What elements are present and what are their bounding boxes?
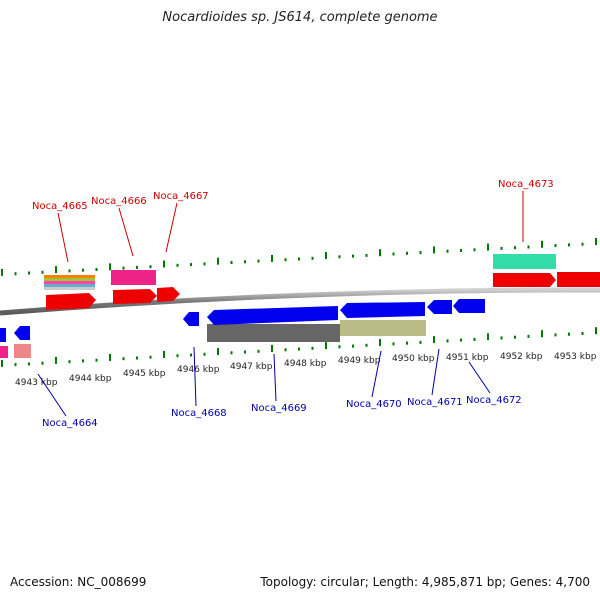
feature-pink-left (0, 346, 8, 358)
feature-stack-stripe (44, 281, 95, 284)
scale-label: 4944 kbp (69, 374, 112, 384)
feature-khaki (340, 320, 426, 336)
feature-stack-stripe (44, 275, 95, 278)
accession-label: Accession: NC_008699 (10, 575, 147, 589)
gene-arrow-noca-4672[interactable] (453, 299, 485, 313)
callout-line (468, 361, 491, 394)
scale-labels: 4943 kbp 4944 kbp 4945 kbp 4946 kbp 4947 kbp… (15, 352, 597, 388)
gene-label-reverse[interactable]: Noca_4670 (346, 399, 402, 410)
gene-label-reverse[interactable]: Noca_4672 (466, 395, 522, 406)
gene-label-reverse[interactable]: Noca_4664 (42, 418, 98, 429)
gene-arrow-left-edge[interactable] (0, 328, 6, 342)
gene-label-forward[interactable]: Noca_4665 (32, 201, 88, 212)
scale-label: 4953 kbp (554, 352, 597, 362)
gene-label-reverse[interactable]: Noca_4671 (407, 397, 463, 408)
gene-label-forward[interactable]: Noca_4673 (498, 179, 554, 190)
feature-pink (111, 270, 156, 285)
scale-label: 4943 kbp (15, 378, 58, 388)
gene-callouts: Noca_4665 Noca_4666 Noca_4667 Noca_4673 Noca… (32, 179, 554, 429)
scale-label: 4952 kbp (500, 352, 543, 362)
feature-stack-stripe (44, 284, 95, 287)
callout-line (431, 348, 440, 396)
gene-arrow-noca-4670[interactable] (340, 302, 425, 318)
gene-arrow-noca-4673[interactable] (493, 273, 556, 287)
reverse-features (0, 299, 485, 358)
genome-summary: Topology: circular; Length: 4,985,871 bp… (260, 575, 590, 589)
inner-tick-ring (1, 327, 597, 367)
feature-stack-stripe (44, 287, 95, 290)
gene-label-reverse[interactable]: Noca_4669 (251, 403, 307, 414)
feature-stack-stripe (44, 278, 95, 281)
scale-label: 4949 kbp (338, 356, 381, 366)
callout-line (57, 212, 69, 263)
gene-arrow-noca-4664[interactable] (14, 326, 30, 340)
feature-dark-gray (207, 324, 340, 342)
gene-arrow-noca-4667[interactable] (157, 287, 180, 302)
gene-label-forward[interactable]: Noca_4667 (153, 191, 209, 202)
gene-arrow-noca-4669[interactable] (207, 306, 338, 325)
scale-label: 4951 kbp (446, 353, 489, 363)
gene-label-forward[interactable]: Noca_4666 (91, 196, 147, 207)
feature-salmon-left (14, 344, 31, 358)
scale-label: 4945 kbp (123, 369, 166, 379)
gene-arrow-noca-4665[interactable] (46, 293, 96, 310)
scale-label: 4946 kbp (177, 365, 220, 375)
scale-label: 4948 kbp (284, 359, 327, 369)
callout-line (165, 202, 178, 253)
callout-line (371, 350, 382, 398)
callout-line (273, 353, 277, 402)
gene-arrow-noca-4666[interactable] (113, 289, 157, 304)
scale-label: 4950 kbp (392, 354, 435, 364)
feature-teal (493, 254, 556, 269)
gene-label-reverse[interactable]: Noca_4668 (171, 408, 227, 419)
map-title: Nocardioides sp. JS614, complete genome (162, 10, 438, 25)
callout-line (37, 373, 67, 417)
gene-arrow-right-edge[interactable] (557, 272, 600, 287)
scale-label: 4947 kbp (230, 362, 273, 372)
callout-line (193, 346, 197, 407)
gene-arrow-noca-4671[interactable] (427, 300, 452, 314)
forward-features (44, 254, 600, 310)
outer-tick-ring (1, 238, 597, 276)
callout-line (118, 207, 134, 257)
gene-arrow-noca-4668[interactable] (183, 312, 199, 326)
